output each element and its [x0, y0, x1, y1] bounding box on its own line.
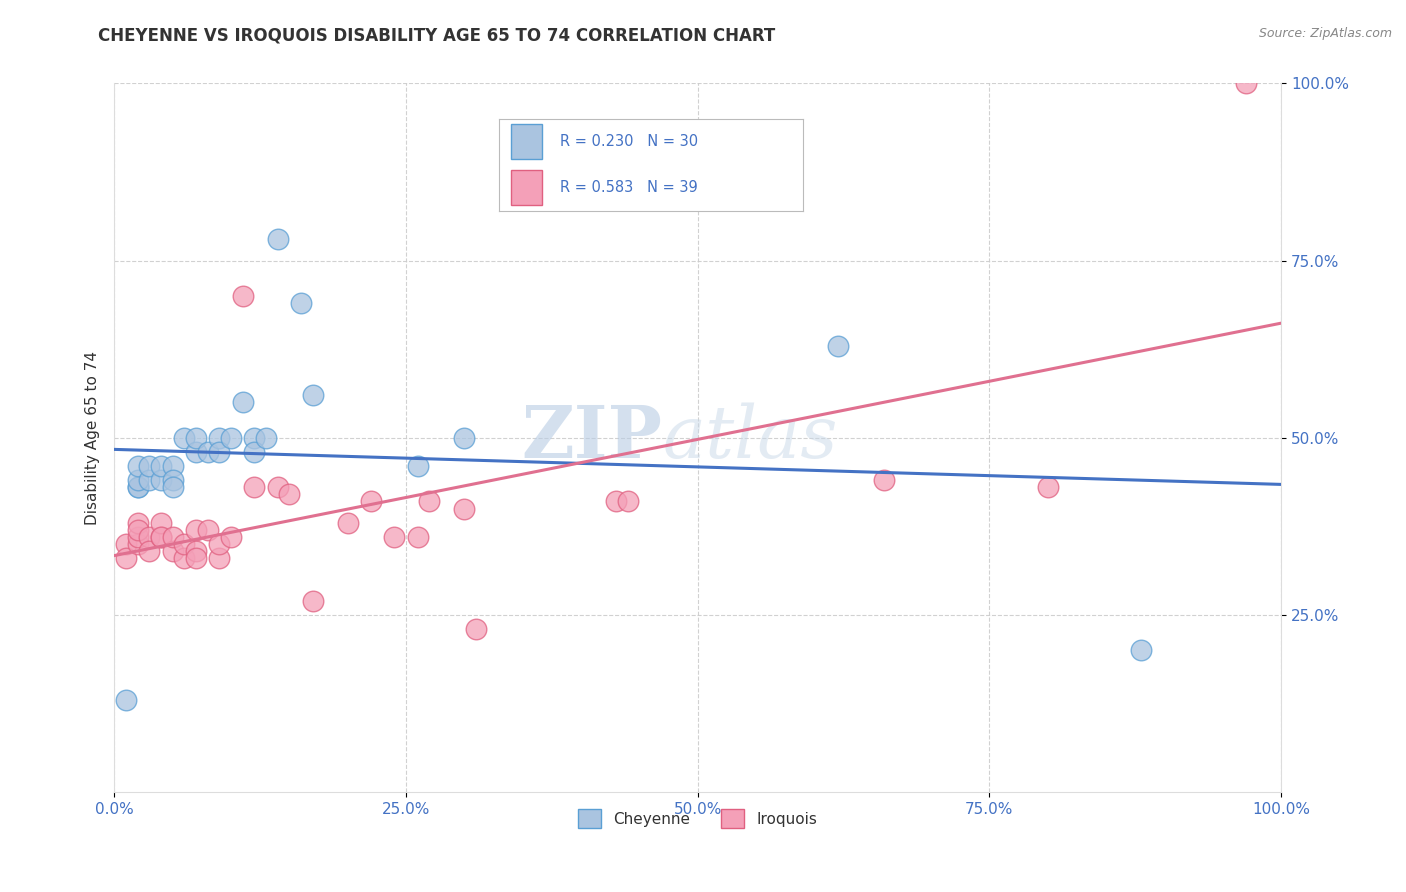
Point: [184, 544, 207, 558]
Point: [453, 431, 475, 445]
Point: [127, 473, 149, 487]
Text: atlas: atlas: [662, 402, 838, 473]
Point: [254, 431, 277, 445]
Point: [1036, 480, 1059, 494]
Legend: Cheyenne, Iroquois: Cheyenne, Iroquois: [572, 803, 823, 834]
Point: [301, 593, 323, 607]
Point: [616, 494, 638, 508]
Point: [162, 480, 184, 494]
Point: [173, 537, 195, 551]
Point: [149, 458, 172, 473]
Point: [243, 480, 266, 494]
Point: [127, 480, 149, 494]
Point: [382, 530, 405, 544]
Point: [184, 551, 207, 566]
Point: [243, 431, 266, 445]
Point: [232, 289, 254, 303]
Point: [360, 494, 382, 508]
Point: [173, 431, 195, 445]
Point: [149, 530, 172, 544]
Point: [266, 232, 288, 246]
Point: [278, 487, 301, 501]
Point: [418, 494, 440, 508]
Point: [208, 431, 231, 445]
Point: [219, 530, 242, 544]
Point: [873, 473, 896, 487]
Point: [115, 537, 138, 551]
Point: [173, 551, 195, 566]
Point: [232, 395, 254, 409]
Point: [184, 523, 207, 537]
Point: [162, 458, 184, 473]
Point: [243, 445, 266, 459]
Point: [208, 551, 231, 566]
Point: [406, 530, 429, 544]
Text: ZIP: ZIP: [522, 402, 662, 473]
Point: [127, 458, 149, 473]
Text: Source: ZipAtlas.com: Source: ZipAtlas.com: [1258, 27, 1392, 40]
Point: [266, 480, 288, 494]
Point: [1130, 643, 1153, 657]
Point: [1234, 77, 1257, 91]
Point: [115, 693, 138, 707]
Point: [219, 431, 242, 445]
Point: [138, 458, 160, 473]
Point: [149, 473, 172, 487]
Point: [605, 494, 627, 508]
Point: [138, 530, 160, 544]
Point: [149, 516, 172, 530]
Point: [406, 458, 429, 473]
Point: [827, 338, 849, 352]
Point: [336, 516, 359, 530]
Point: [127, 480, 149, 494]
Point: [149, 530, 172, 544]
Point: [162, 473, 184, 487]
Point: [453, 501, 475, 516]
Point: [127, 537, 149, 551]
Point: [127, 530, 149, 544]
Point: [162, 544, 184, 558]
Point: [197, 523, 219, 537]
Point: [208, 445, 231, 459]
Y-axis label: Disability Age 65 to 74: Disability Age 65 to 74: [86, 351, 100, 524]
Point: [138, 544, 160, 558]
Point: [208, 537, 231, 551]
Point: [115, 551, 138, 566]
Point: [127, 516, 149, 530]
Point: [184, 445, 207, 459]
Point: [162, 530, 184, 544]
Point: [127, 523, 149, 537]
Point: [197, 445, 219, 459]
Point: [301, 388, 323, 402]
Text: CHEYENNE VS IROQUOIS DISABILITY AGE 65 TO 74 CORRELATION CHART: CHEYENNE VS IROQUOIS DISABILITY AGE 65 T…: [98, 27, 776, 45]
Point: [184, 431, 207, 445]
Point: [464, 622, 486, 636]
Point: [138, 473, 160, 487]
Point: [290, 296, 312, 310]
